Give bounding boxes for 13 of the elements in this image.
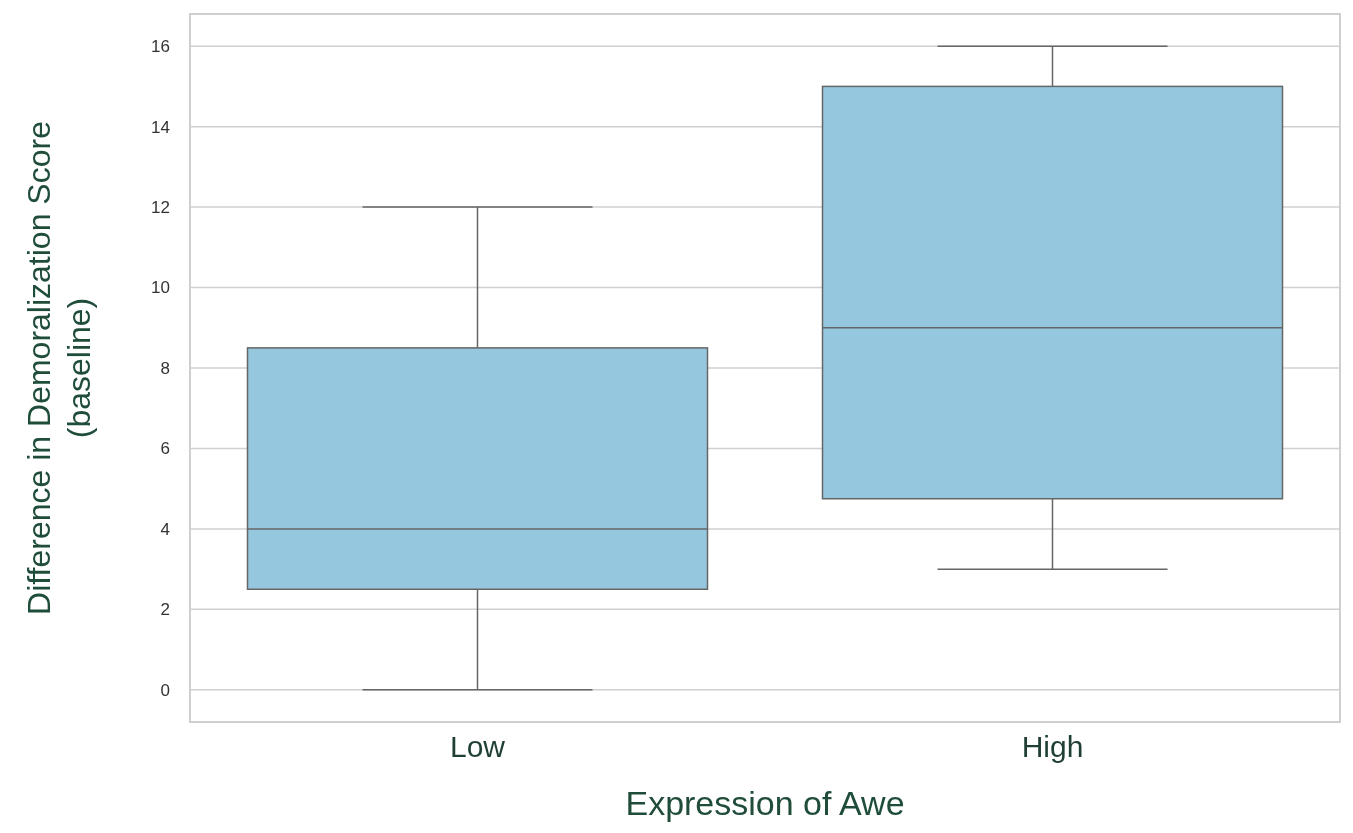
y-tick-label: 16 (151, 37, 170, 57)
y-tick-label: 12 (151, 198, 170, 218)
y-tick-label: 6 (160, 439, 170, 459)
x-tick-label: Low (449, 730, 506, 763)
y-tick-label: 8 (160, 358, 170, 378)
y-tick-label: 14 (151, 117, 170, 137)
x-tick-label: High (1021, 730, 1084, 763)
y-tick-label: 0 (160, 680, 170, 700)
y-tick-label: 2 (160, 600, 170, 620)
y-axis-title: Difference in Demoralization Score (baseline) (21, 121, 97, 615)
y-tick-label: 4 (160, 519, 170, 539)
y-tick-label: 10 (151, 278, 170, 298)
x-axis-title: Expression of Awe (625, 784, 905, 822)
